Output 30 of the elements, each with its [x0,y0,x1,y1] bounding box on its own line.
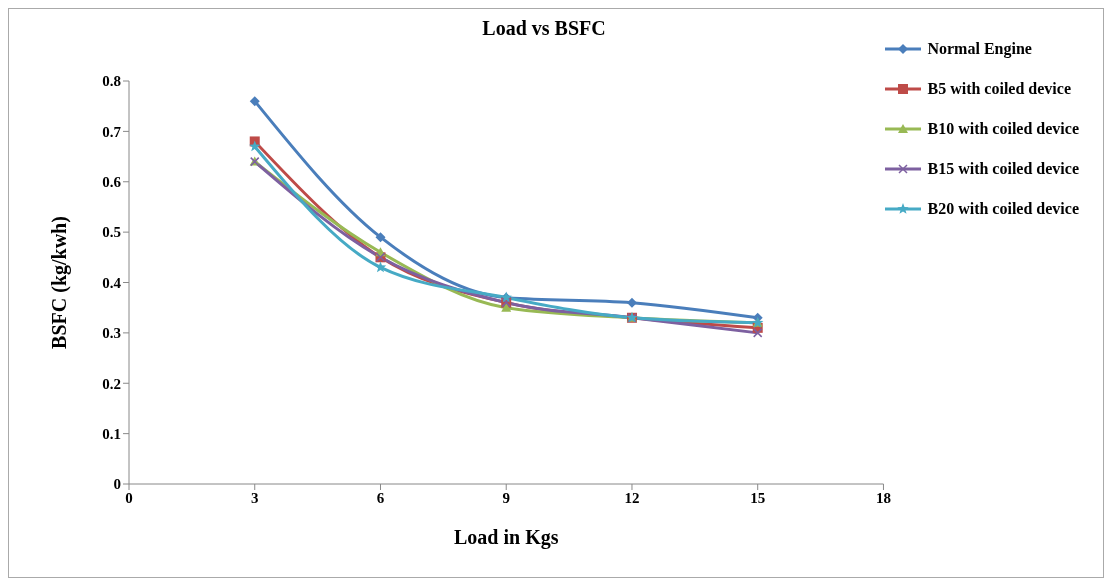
point [249,140,261,152]
x-tick-label: 12 [624,489,640,506]
y-axis-title: BSFC (kg/kwh) [48,216,72,349]
y-tick-label: 0.5 [102,224,121,241]
legend-label: B5 with coiled device [927,80,1071,98]
y-tick-label: 0.2 [102,375,121,392]
y-tick-label: 0.1 [102,425,121,442]
point [249,96,260,107]
x-tick-label: 6 [376,489,385,506]
x-axis-title: Load in Kgs [453,526,559,549]
legend-label: B20 with coiled device [927,200,1079,218]
point [375,232,386,243]
point [374,261,387,273]
y-tick-label: 0.3 [102,325,121,342]
legend-label: Normal Engine [927,40,1032,58]
y-tick-label: 0.4 [102,274,122,291]
y-tick-label: 0 [113,476,121,493]
x-tick-label: 0 [125,489,133,506]
x-tick-label: 3 [250,489,259,506]
x-tick-label: 15 [750,489,766,506]
y-tick-label: 0.6 [102,174,122,191]
legend-label: B15 with coiled device [927,160,1079,178]
legend-label: B10 with coiled device [927,120,1079,138]
x-tick-label: 18 [875,489,891,506]
y-tick-label: 0.8 [102,73,121,90]
point [752,328,763,338]
chart-title: Load vs BSFC [481,17,607,40]
y-tick-label: 0.7 [102,123,122,140]
point [626,297,637,308]
x-tick-label: 9 [502,489,510,506]
